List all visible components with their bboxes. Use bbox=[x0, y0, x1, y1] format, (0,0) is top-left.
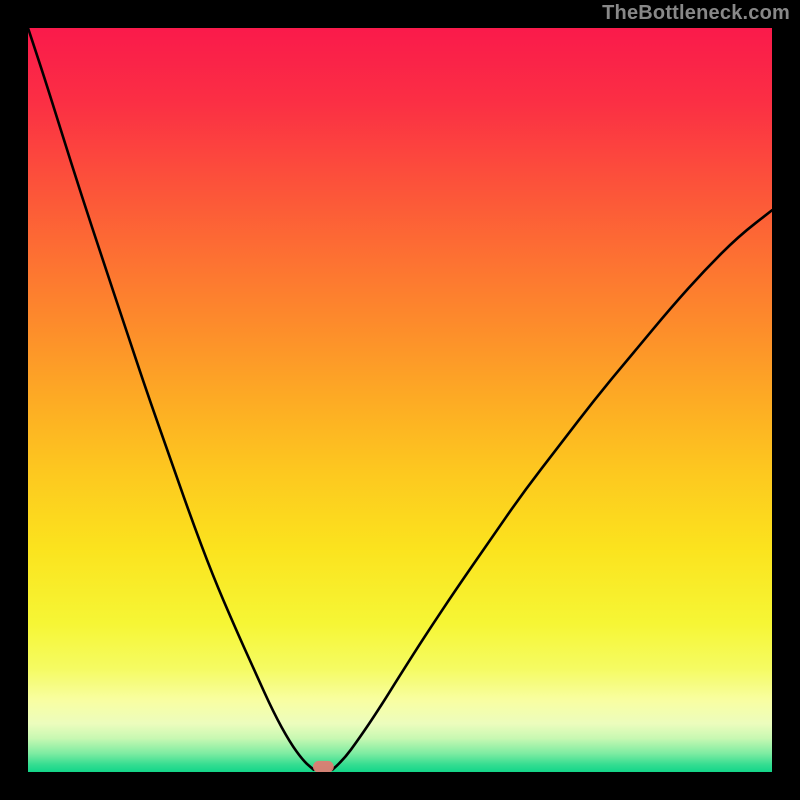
chart-svg bbox=[0, 0, 800, 800]
min-marker bbox=[313, 761, 334, 773]
chart-stage: TheBottleneck.com bbox=[0, 0, 800, 800]
plot-background bbox=[28, 28, 772, 772]
watermark-text: TheBottleneck.com bbox=[602, 2, 790, 25]
